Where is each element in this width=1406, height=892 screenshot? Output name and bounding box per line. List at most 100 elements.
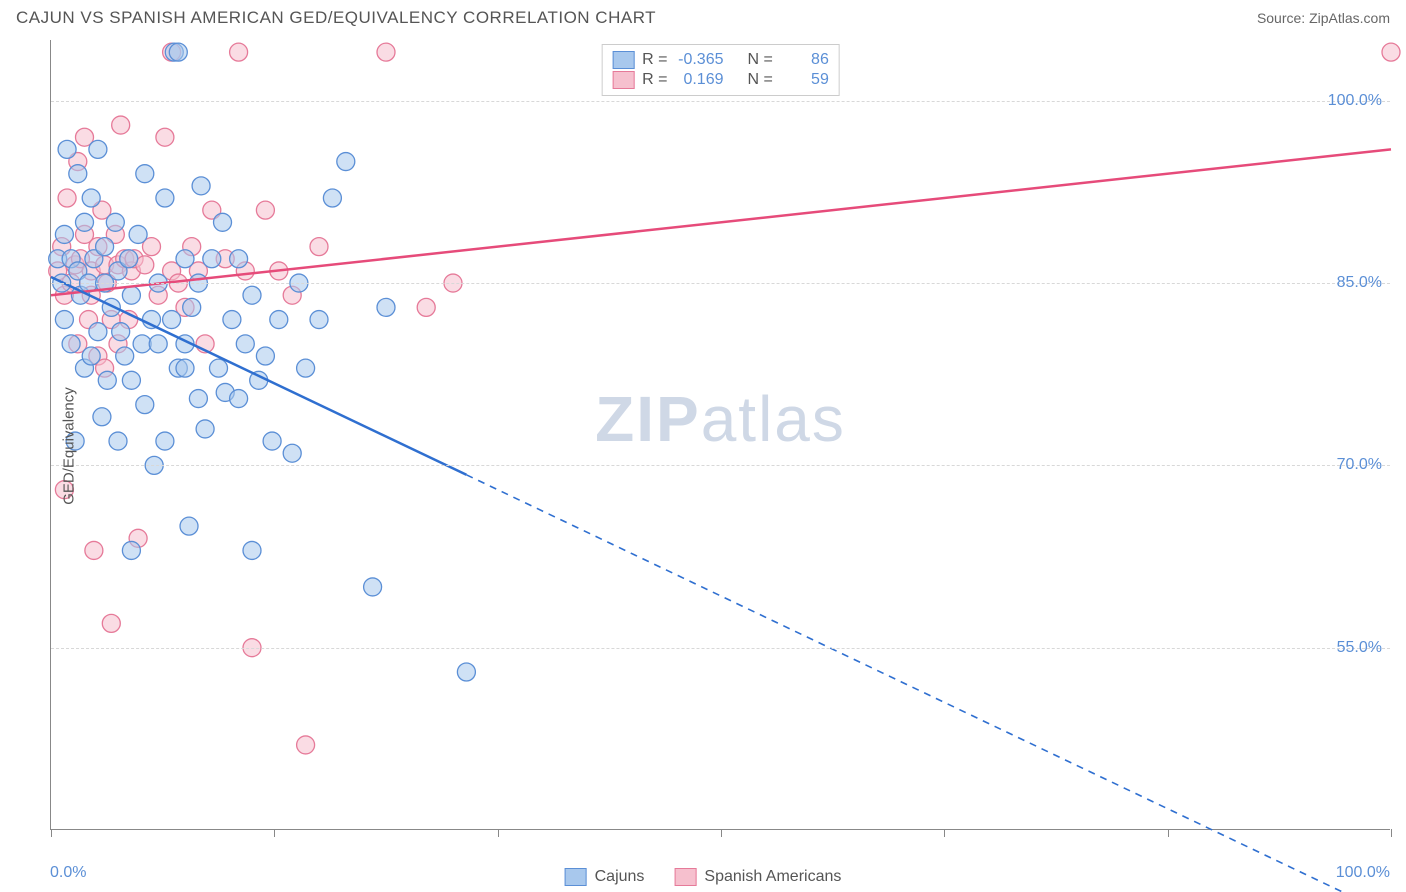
- x-tick: [51, 829, 52, 837]
- scatter-point-cajuns: [176, 359, 194, 377]
- scatter-point-cajuns: [62, 335, 80, 353]
- chart-plot-area: ZIPatlas R = -0.365 N = 86 R = 0.169 N =…: [50, 40, 1390, 830]
- y-tick-label: 85.0%: [1337, 274, 1382, 292]
- gridline: [51, 648, 1390, 649]
- scatter-point-cajuns: [183, 298, 201, 316]
- scatter-point-cajuns: [196, 420, 214, 438]
- scatter-point-spanish: [297, 736, 315, 754]
- y-tick-label: 100.0%: [1328, 92, 1382, 110]
- swatch-cajuns: [612, 51, 634, 69]
- scatter-point-cajuns: [323, 189, 341, 207]
- scatter-point-cajuns: [236, 335, 254, 353]
- scatter-point-cajuns: [377, 298, 395, 316]
- scatter-point-cajuns: [230, 250, 248, 268]
- scatter-point-spanish: [230, 43, 248, 61]
- scatter-point-cajuns: [297, 359, 315, 377]
- r-value-cajuns: -0.365: [676, 51, 724, 69]
- scatter-point-cajuns: [169, 43, 187, 61]
- scatter-point-cajuns: [192, 177, 210, 195]
- chart-title: CAJUN VS SPANISH AMERICAN GED/EQUIVALENC…: [16, 8, 656, 28]
- scatter-point-cajuns: [136, 396, 154, 414]
- scatter-point-cajuns: [82, 347, 100, 365]
- scatter-point-cajuns: [176, 250, 194, 268]
- scatter-point-cajuns: [364, 578, 382, 596]
- x-max-label: 100.0%: [1336, 864, 1390, 882]
- scatter-point-cajuns: [203, 250, 221, 268]
- scatter-point-cajuns: [106, 213, 124, 231]
- scatter-point-cajuns: [55, 225, 73, 243]
- trendline-dashed-cajuns: [466, 475, 1391, 892]
- scatter-point-cajuns: [310, 311, 328, 329]
- scatter-point-spanish: [417, 298, 435, 316]
- scatter-point-cajuns: [122, 286, 140, 304]
- y-tick-label: 70.0%: [1337, 456, 1382, 474]
- scatter-point-cajuns: [210, 359, 228, 377]
- scatter-point-cajuns: [256, 347, 274, 365]
- swatch-spanish: [612, 71, 634, 89]
- scatter-svg: [51, 40, 1390, 829]
- scatter-point-cajuns: [76, 213, 94, 231]
- series-legend: Cajuns Spanish Americans: [565, 868, 842, 886]
- scatter-point-cajuns: [149, 335, 167, 353]
- scatter-point-spanish: [136, 256, 154, 274]
- scatter-point-cajuns: [89, 140, 107, 158]
- scatter-point-cajuns: [98, 371, 116, 389]
- scatter-point-spanish: [1382, 43, 1400, 61]
- source-label: Source: ZipAtlas.com: [1257, 10, 1390, 26]
- swatch-cajuns-icon: [565, 868, 587, 886]
- scatter-point-spanish: [310, 238, 328, 256]
- legend-item-cajuns: Cajuns: [565, 868, 645, 886]
- legend-label-spanish: Spanish Americans: [704, 868, 841, 886]
- scatter-point-spanish: [85, 541, 103, 559]
- swatch-spanish-icon: [674, 868, 696, 886]
- n-value-spanish: 59: [781, 71, 829, 89]
- scatter-point-cajuns: [457, 663, 475, 681]
- scatter-point-spanish: [256, 201, 274, 219]
- y-tick-label: 55.0%: [1337, 639, 1382, 657]
- legend-label-cajuns: Cajuns: [595, 868, 645, 886]
- scatter-point-cajuns: [270, 311, 288, 329]
- scatter-point-cajuns: [156, 189, 174, 207]
- scatter-point-cajuns: [133, 335, 151, 353]
- scatter-point-spanish: [156, 128, 174, 146]
- correlation-legend: R = -0.365 N = 86 R = 0.169 N = 59: [601, 44, 840, 96]
- x-tick: [1391, 829, 1392, 837]
- gridline: [51, 101, 1390, 102]
- scatter-point-spanish: [112, 116, 130, 134]
- r-value-spanish: 0.169: [676, 71, 724, 89]
- scatter-point-cajuns: [243, 541, 261, 559]
- scatter-point-cajuns: [82, 189, 100, 207]
- scatter-point-cajuns: [116, 347, 134, 365]
- trendline-spanish: [51, 149, 1391, 295]
- legend-row-cajuns: R = -0.365 N = 86: [612, 51, 829, 69]
- scatter-point-cajuns: [96, 238, 114, 256]
- scatter-point-cajuns: [109, 432, 127, 450]
- scatter-point-cajuns: [112, 323, 130, 341]
- scatter-point-cajuns: [120, 250, 138, 268]
- y-axis-label: GED/Equivalency: [60, 387, 77, 505]
- scatter-point-cajuns: [263, 432, 281, 450]
- legend-item-spanish: Spanish Americans: [674, 868, 841, 886]
- scatter-point-cajuns: [58, 140, 76, 158]
- x-tick: [944, 829, 945, 837]
- scatter-point-spanish: [102, 614, 120, 632]
- x-tick: [1168, 829, 1169, 837]
- x-tick: [274, 829, 275, 837]
- scatter-point-spanish: [58, 189, 76, 207]
- scatter-point-cajuns: [129, 225, 147, 243]
- legend-row-spanish: R = 0.169 N = 59: [612, 71, 829, 89]
- n-value-cajuns: 86: [781, 51, 829, 69]
- scatter-point-spanish: [377, 43, 395, 61]
- scatter-point-cajuns: [180, 517, 198, 535]
- x-min-label: 0.0%: [50, 864, 86, 882]
- scatter-point-cajuns: [163, 311, 181, 329]
- scatter-point-cajuns: [223, 311, 241, 329]
- scatter-point-cajuns: [93, 408, 111, 426]
- scatter-point-cajuns: [214, 213, 232, 231]
- scatter-point-cajuns: [189, 390, 207, 408]
- scatter-point-cajuns: [136, 165, 154, 183]
- scatter-point-cajuns: [55, 311, 73, 329]
- scatter-point-cajuns: [243, 286, 261, 304]
- x-tick: [721, 829, 722, 837]
- gridline: [51, 465, 1390, 466]
